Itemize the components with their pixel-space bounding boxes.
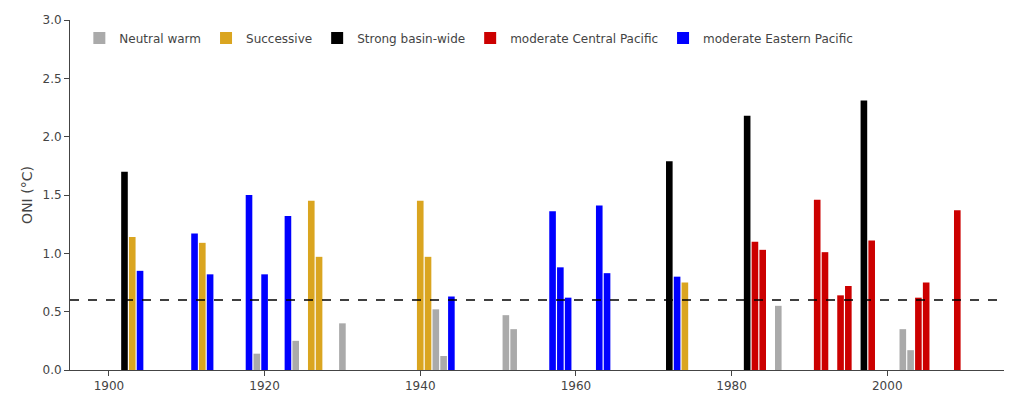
svg-text:0.0: 0.0 [43, 363, 62, 377]
svg-text:1.5: 1.5 [43, 188, 62, 202]
svg-text:2.0: 2.0 [43, 130, 62, 144]
svg-text:3.0: 3.0 [43, 13, 62, 27]
svg-text:1900: 1900 [94, 379, 125, 393]
svg-text:1940: 1940 [405, 379, 436, 393]
svg-text:Neutral warm: Neutral warm [119, 32, 201, 46]
svg-text:1920: 1920 [249, 379, 280, 393]
svg-text:1.0: 1.0 [43, 247, 62, 261]
svg-text:moderate Central Pacific: moderate Central Pacific [510, 32, 658, 46]
svg-text:ONI (°C): ONI (°C) [19, 166, 35, 224]
svg-text:1980: 1980 [716, 379, 747, 393]
svg-text:Successive: Successive [246, 32, 312, 46]
svg-text:Strong basin-wide: Strong basin-wide [357, 32, 465, 46]
svg-text:1960: 1960 [561, 379, 592, 393]
svg-text:moderate Eastern Pacific: moderate Eastern Pacific [703, 32, 853, 46]
svg-text:2000: 2000 [872, 379, 903, 393]
svg-text:2.5: 2.5 [43, 72, 62, 86]
svg-text:0.5: 0.5 [43, 305, 62, 319]
